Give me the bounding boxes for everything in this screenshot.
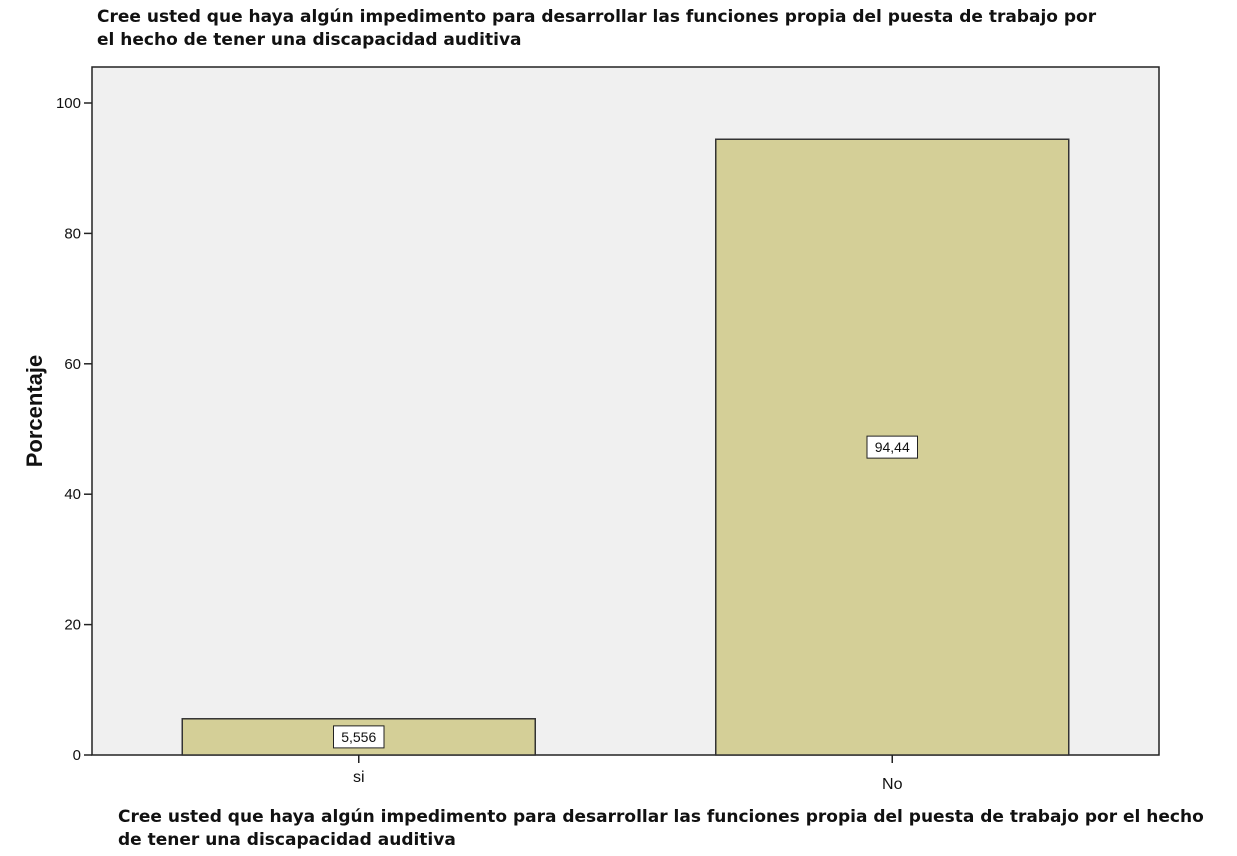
data-label: 5,556 [341,729,376,745]
y-axis: 0 20 40 60 80 100 [56,95,92,764]
x-axis: si No [353,755,903,793]
y-tick-label: 60 [64,356,81,373]
chart-title: Cree usted que haya algún impedimento pa… [97,7,1097,50]
data-label-box [333,725,385,749]
y-tick-label: 80 [64,225,81,242]
data-label-box [866,435,918,459]
y-tick-label: 20 [64,617,81,634]
y-axis-label: Porcentaje [22,355,47,468]
x-tick-label: No [882,776,903,793]
y-tick-label: 0 [73,747,81,764]
y-tick-label: 100 [56,95,81,112]
x-tick-label: si [353,769,365,786]
y-tick-label: 40 [64,486,81,503]
x-axis-label: Cree usted que haya algún impedimento pa… [118,807,1204,850]
bar-series: 5,556 94,44 [181,138,1070,756]
data-label: 94,44 [875,439,910,455]
